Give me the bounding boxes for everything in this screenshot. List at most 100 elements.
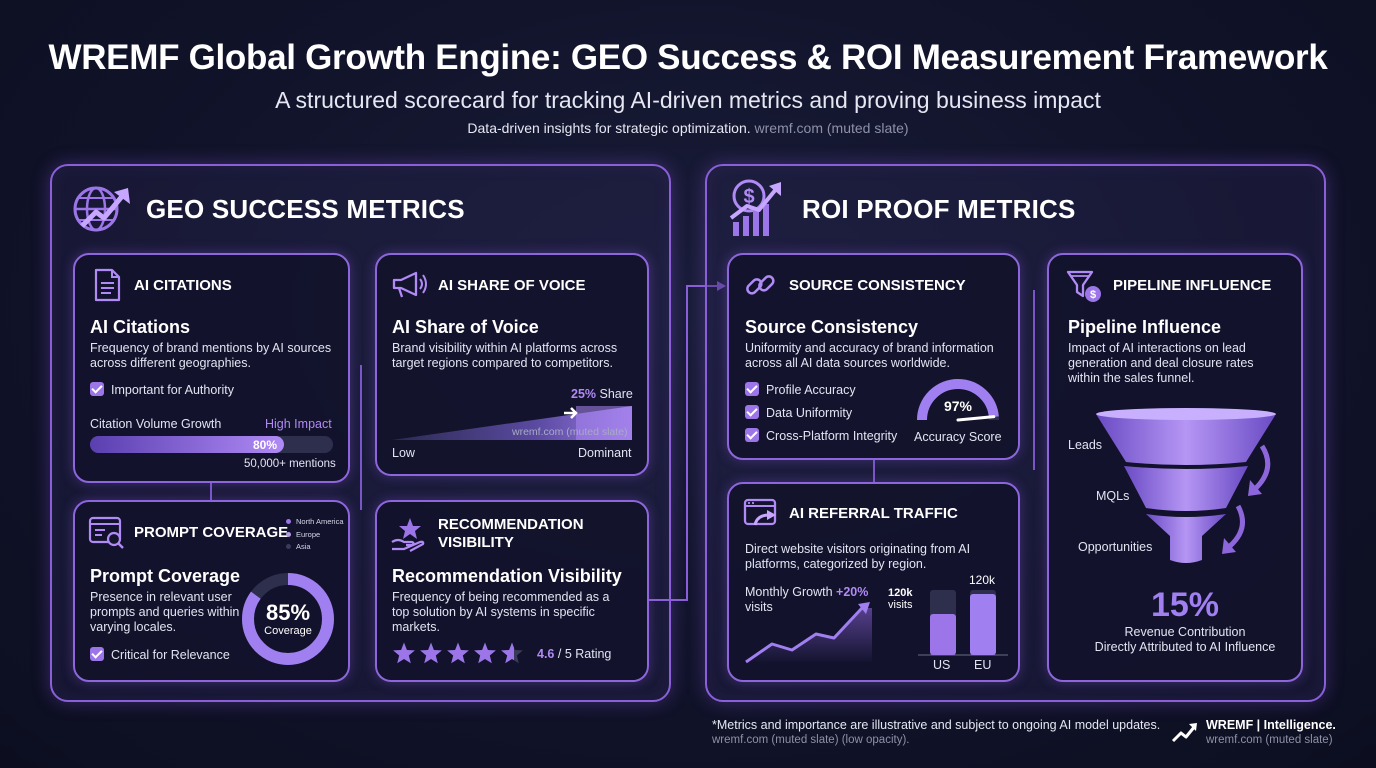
checkbox-checked (745, 405, 759, 419)
prompt-coverage-desc: Presence in relevant user prompts and qu… (90, 590, 240, 634)
tagline-text: Data-driven insights for strategic optim… (467, 120, 751, 136)
coverage-ring-arc (242, 573, 334, 665)
ai-referral-head: AI REFERRAL TRAFFIC (789, 505, 958, 522)
rating-star (393, 642, 415, 664)
accuracy-gauge (917, 379, 999, 422)
search-prompt-icon (88, 516, 124, 549)
link-icon (746, 275, 775, 295)
prompt-coverage-title: Prompt Coverage (90, 566, 241, 586)
ai-citations-check: Important for Authority (90, 382, 234, 397)
consistency-check-1: Profile Accuracy (745, 382, 856, 397)
source-consistency-head: SOURCE CONSISTENCY (789, 277, 966, 294)
citation-bar-tag: High Impact (265, 417, 332, 431)
legend-dot (286, 519, 291, 524)
legend-dot (286, 544, 291, 549)
citation-bar-label: Citation Volume Growth (90, 417, 222, 431)
recommendation-head-line1: RECOMMENDATION (438, 516, 584, 533)
page-tagline: Data-driven insights for strategic optim… (0, 120, 1376, 136)
bar-value-left: 120k (888, 587, 913, 599)
rating-value: 4.6 (537, 647, 555, 661)
svg-text:$: $ (1090, 289, 1096, 301)
megaphone-icon (392, 271, 427, 298)
tagline-muted: wremf.com (muted slate) (754, 120, 909, 136)
growth-line-chart (745, 602, 872, 664)
pipeline-caption-2: Directly Attributed to AI Influence (1094, 640, 1276, 654)
cursor-icon (564, 407, 578, 419)
prompt-legend: North America Europe Asia (286, 516, 344, 554)
share-high-label: Dominant (578, 446, 632, 460)
share-word: Share (599, 387, 633, 401)
growth-unit: visits (745, 600, 773, 614)
citation-bar-note: 50,000+ mentions (244, 458, 336, 470)
bar-unit-left: visits (888, 599, 913, 611)
dollar-growth-icon: $ (729, 179, 781, 236)
region-eu: EU (974, 658, 992, 672)
ai-citations-desc: Frequency of brand mentions by AI source… (90, 341, 332, 370)
panel-connector (649, 281, 726, 601)
funnel-label-leads: Leads (1068, 438, 1103, 452)
source-consistency-desc: Uniformity and accuracy of brand informa… (745, 341, 994, 370)
footer-brand-muted: wremf.com (muted slate) (1206, 734, 1333, 746)
ai-citations-head: AI CITATIONS (134, 277, 232, 294)
citation-progress-fill (90, 436, 284, 453)
gauge-arc (917, 379, 999, 421)
connector-line (360, 365, 362, 510)
page-title: WREMF Global Growth Engine: GEO Success … (48, 38, 1328, 77)
legend-item: Europe (286, 529, 344, 542)
rating-star (501, 642, 523, 664)
pipeline-head: PIPELINE INFLUENCE (1113, 277, 1272, 294)
svg-text:$: $ (743, 186, 754, 208)
prompt-coverage-head: PROMPT COVERAGE (134, 524, 289, 541)
ai-citations-check-label: Important for Authority (111, 383, 234, 397)
pipeline-influence-card (1047, 253, 1303, 682)
rating-stars (393, 642, 523, 664)
page-subtitle: A structured scorecard for tracking AI-d… (275, 87, 1101, 113)
coverage-ring-label: Coverage (264, 625, 312, 637)
checkbox-checked (745, 382, 759, 396)
citation-progress-value: 80% (253, 438, 278, 452)
connector-line (210, 483, 212, 500)
ai-share-of-voice-head: AI SHARE OF VOICE (438, 277, 586, 294)
coverage-ring-chart (242, 573, 334, 665)
roi-heading: ROI PROOF METRICS (802, 194, 1076, 224)
prompt-coverage-check: Critical for Relevance (90, 647, 230, 662)
source-consistency-title: Source Consistency (745, 317, 919, 337)
growth-label: Monthly Growth +20% visits (745, 585, 868, 615)
rating-star (420, 642, 442, 664)
funnel-stage-opportunities (1146, 514, 1226, 563)
legend-label: North America (296, 517, 344, 526)
rating-suffix: / 5 Rating (557, 647, 612, 661)
pipeline-caption-1: Revenue Contribution (1124, 625, 1246, 639)
consistency-check-label: Cross-Platform Integrity (766, 429, 898, 443)
funnel-label-opportunities: Opportunities (1078, 540, 1153, 554)
recommendation-head-line2: VISIBILITY (438, 534, 514, 551)
region-us: US (933, 658, 951, 672)
funnel-dollar-icon: $ (1066, 270, 1101, 302)
ai-share-of-voice-desc: Brand visibility within AI platforms acr… (392, 341, 618, 370)
funnel-label-mqls: MQLs (1096, 489, 1130, 503)
hand-star-icon (391, 518, 425, 552)
legend-label: Asia (296, 542, 311, 551)
browser-arrow-icon (743, 498, 777, 526)
legend-item: North America (286, 516, 344, 529)
trend-up-icon (1171, 723, 1197, 743)
legend-item: Asia (286, 541, 344, 554)
funnel-stage-mqls (1124, 466, 1248, 511)
rating-text: 4.6 / 5 Rating (537, 647, 611, 661)
checkbox-checked (90, 647, 104, 661)
gauge-needle (956, 415, 996, 422)
legend-label: Europe (296, 529, 321, 539)
consistency-check-3: Cross-Platform Integrity (745, 428, 897, 443)
document-icon (94, 268, 121, 302)
bar-value-right: 120k (969, 573, 996, 587)
rating-star (474, 642, 496, 664)
pipeline-big-value: 15% (1150, 586, 1220, 624)
sales-funnel-chart (1096, 408, 1276, 563)
recommendation-head: RECOMMENDATION VISIBILITY (438, 516, 584, 552)
footer-note: *Metrics and importance are illustrative… (712, 718, 1161, 732)
share-low-label: Low (392, 446, 415, 460)
bar-label-left: 120k visits (888, 587, 912, 611)
footer-brand: WREMF | Intelligence. (1206, 718, 1336, 732)
connector-line (1033, 290, 1035, 470)
pipeline-desc: Impact of AI interactions on lead genera… (1068, 341, 1254, 385)
